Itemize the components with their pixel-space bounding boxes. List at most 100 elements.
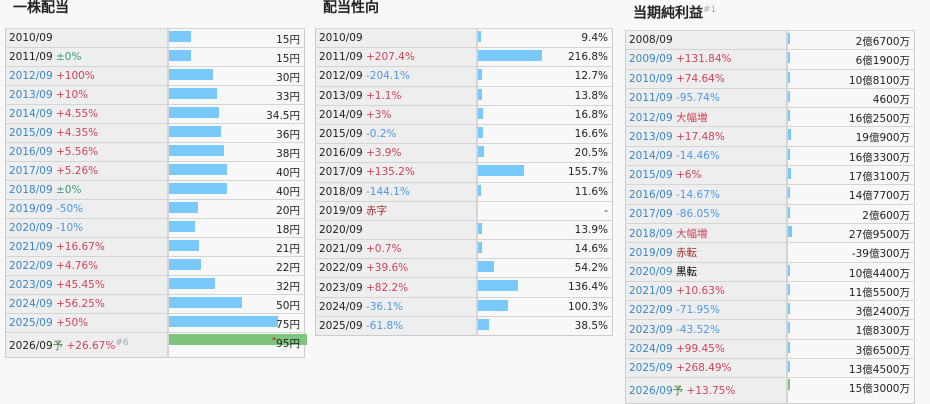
period-label[interactable]: 2015/09 [629,169,673,182]
period-label[interactable]: 2025/09 [9,317,53,329]
period-label[interactable]: 2020/09 [9,222,53,234]
period-cell: 2014/09 +4.55% [5,104,169,124]
value-text: 30円 [276,70,300,85]
period-label[interactable]: 2013/09 [9,89,53,101]
period-cell: 2026/09予 +26.67%#6 [5,332,169,358]
table-row: 2022/09 +39.6% 54.2% [315,258,613,278]
table-row: 2015/09 +6% 17億3100万 [625,165,915,185]
period-label[interactable]: 2019/09 [629,246,673,259]
value-text: 40円 [276,165,300,180]
period-label[interactable]: 2016/09 [9,146,53,158]
value: 36円 [276,129,300,141]
period-label[interactable]: 2021/09 [629,285,673,297]
value: 16.8% [574,108,608,121]
period-cell: 2023/09 +45.45% [5,275,169,295]
value-bar [478,242,483,254]
period-label[interactable]: 2014/09 [9,108,53,120]
table-row: 2021/09 +0.7% 14.6% [315,239,613,259]
value-text: 27億9500万 [849,227,910,242]
period-cell: 2017/09 +135.2% [315,162,478,182]
period-label[interactable]: 2024/09 [629,342,673,355]
bar-cell: 30円 [168,66,305,86]
value-text: *95円 [272,336,300,351]
bar-cell: 38円 [168,142,305,162]
value: 14億7700万 [848,190,910,203]
forecast-mark: 予 [52,339,64,352]
period-label[interactable]: 2018/09 [9,184,53,196]
value-text: 6億1900万 [856,53,910,68]
value-text: 34.5円 [266,108,300,123]
value-text: 22円 [276,260,300,275]
payout-title: 配当性向 [323,0,379,16]
value: 13.9% [574,223,608,236]
value-bar [788,264,790,276]
period-label[interactable]: 2018/09 [629,227,673,240]
bar-cell: 3億6500万 [787,338,915,359]
change-rate: -10% [55,222,84,234]
table-row: 2015/09 +4.35% 36円 [5,123,305,143]
period-cell: 2016/09 +5.56% [5,142,169,162]
period-label[interactable]: 2019/09 [9,203,53,215]
period-cell: 2011/09 +207.4% [315,47,478,67]
bar-cell: 3億2400万 [787,300,915,320]
bar-cell: 20.5% [477,143,613,163]
period-cell: 2025/09 +268.49% [625,358,788,378]
period-label[interactable]: 2023/09 [629,323,673,336]
table-row: 2017/09 -86.05% 2億600万 [625,203,915,224]
forecast-mark: 予 [672,384,684,397]
value-text: 54.2% [575,262,608,274]
bar-cell: 40円 [168,180,305,200]
period-cell: 2010/09 [5,28,169,48]
change-rate: 赤字 [365,205,387,218]
dividend-table: 2010/09 15円 2011/09 ±0% 15円 2012/09 +100% 30円… [5,28,307,358]
bar-cell: 16億3300万 [787,145,915,166]
period-label[interactable]: 2014/09 [629,149,673,162]
value-bar [478,318,490,330]
period-label: 2013/09 [319,89,363,102]
period-label[interactable]: 2025/09 [629,362,673,375]
table-row: 2010/09 9.4% [315,27,613,48]
period-label[interactable]: 2010/09 [629,72,673,85]
period-label[interactable]: 2013/09 [629,130,673,143]
value: 16億3300万 [848,151,910,164]
period-label[interactable]: 2024/09 [9,298,53,310]
bar-cell: 10億8100万 [787,68,915,89]
note-link[interactable]: #6 [115,337,129,348]
value-text: 14.6% [575,243,608,255]
table-row: 2019/09 赤字 - [315,200,613,221]
value: 3億6500万 [855,344,910,357]
period-label[interactable]: 2012/09 [629,111,673,124]
period-label[interactable]: 2026/09 [629,384,673,397]
table-row: 2017/09 +5.26% 40円 [5,161,305,181]
bar-cell: 34.5円 [168,104,305,124]
period-label[interactable]: 2009/09 [629,53,673,66]
value-text: 2億600万 [862,208,910,223]
value: 2億600万 [862,209,910,222]
period-label[interactable]: 2016/09 [629,188,673,201]
period-label[interactable]: 2022/09 [629,304,673,317]
table-row: 2018/09 ±0% 40円 [5,180,305,200]
bar-cell: 19億900万 [787,126,915,147]
period-label: 2010/09 [319,32,363,45]
value-text: - [604,205,608,217]
period-label[interactable]: 2011/09 [629,92,673,105]
value: 21円 [276,243,300,255]
period-label[interactable]: 2015/09 [9,127,53,139]
value-bar [788,90,790,102]
value-bar [478,88,483,100]
period-label[interactable]: 2020/09 [629,266,673,279]
period-label[interactable]: 2022/09 [9,260,53,272]
period-label[interactable]: 2017/09 [629,207,673,220]
period-label[interactable]: 2023/09 [9,279,53,291]
table-row: 2010/09 +74.64% 10億8100万 [625,68,915,89]
period-label: 2010/09 [9,32,53,44]
value-bar [788,225,793,237]
period-label[interactable]: 2021/09 [9,241,53,253]
value-text: 13億4500万 [849,362,910,377]
value-text: 19億900万 [856,130,910,145]
period-label[interactable]: 2017/09 [9,165,53,177]
bar-cell: 38.5% [477,315,613,336]
period-label[interactable]: 2012/09 [9,70,53,82]
value: 15円 [276,53,300,65]
change-rate: +5.56% [55,146,99,158]
